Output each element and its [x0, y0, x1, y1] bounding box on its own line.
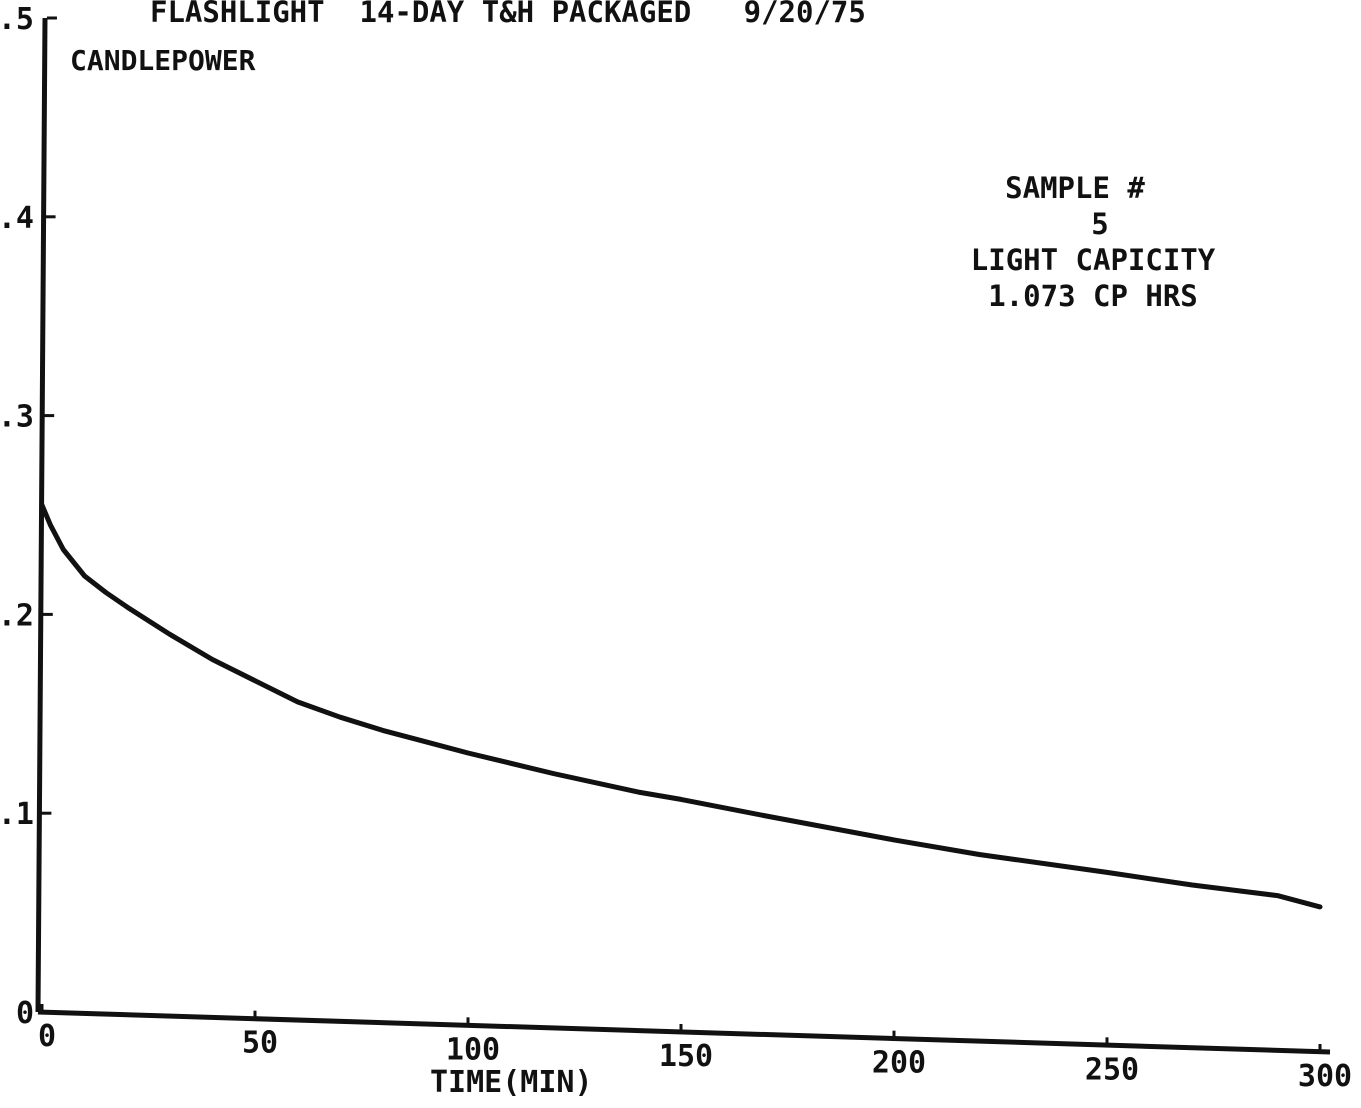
x-tick-label: 250 — [1085, 1052, 1139, 1087]
annotation-light-capacity-value: 1.073 CP HRS — [988, 279, 1198, 313]
y-tick-label: .4 — [0, 201, 34, 236]
y-tick-label: .1 — [0, 797, 34, 832]
y-tick-label: .2 — [0, 598, 34, 633]
x-tick-label: 150 — [659, 1039, 713, 1074]
annotation-sample-label: SAMPLE # — [1005, 171, 1145, 205]
x-ticks: 0 50 100 150 200 250 300 — [38, 1004, 1352, 1094]
sample-annotation: SAMPLE # 5 LIGHT CAPICITY 1.073 CP HRS — [971, 171, 1216, 313]
chart-title: FLASHLIGHT 14-DAY T&H PACKAGED 9/20/75 — [150, 0, 866, 29]
annotation-sample-number: 5 — [1091, 207, 1108, 241]
annotation-light-capacity-label: LIGHT CAPICITY — [971, 243, 1216, 277]
y-tick-label: .3 — [0, 400, 34, 435]
x-tick-label: 200 — [872, 1046, 926, 1081]
y-tick-label: 0 — [16, 996, 34, 1031]
y-axis-line — [35, 17, 48, 1013]
y-axis-label: CANDLEPOWER — [70, 44, 256, 77]
x-tick-label: 300 — [1298, 1059, 1352, 1094]
y-tick-label: .5 — [0, 2, 34, 37]
x-tick-label: 50 — [242, 1026, 278, 1061]
x-tick-label: 0 — [38, 1019, 56, 1054]
x-tick-label: 100 — [446, 1032, 500, 1067]
y-ticks: 0 .1 .2 .3 .4 .5 — [0, 2, 57, 1031]
series-line-candlepower — [39, 502, 1323, 910]
x-axis-line — [37, 1009, 1331, 1055]
x-axis-label: TIME(MIN) — [430, 1065, 593, 1100]
